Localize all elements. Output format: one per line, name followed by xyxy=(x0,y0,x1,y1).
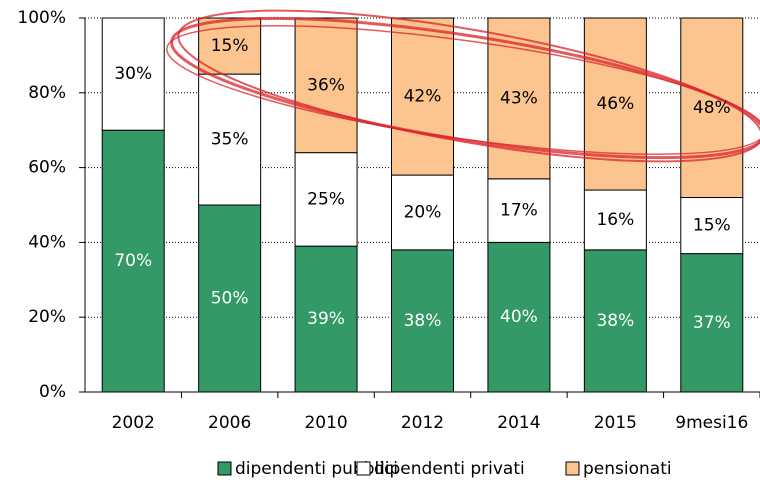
value-label: 42% xyxy=(404,87,442,107)
value-label: 70% xyxy=(114,251,152,271)
bar-segment xyxy=(680,17,744,199)
bar-segment xyxy=(101,129,165,393)
highlight-ellipse xyxy=(177,9,760,163)
value-label: 36% xyxy=(307,75,345,95)
value-label: 38% xyxy=(596,311,634,331)
bar-segment xyxy=(680,197,744,255)
value-label: 15% xyxy=(211,36,249,56)
y-tick-label: 80% xyxy=(28,83,66,103)
x-tick-label: 9mesi16 xyxy=(675,413,748,433)
value-label: 30% xyxy=(114,64,152,84)
value-label: 16% xyxy=(596,210,634,230)
value-label: 50% xyxy=(211,289,249,309)
bar-segment xyxy=(294,152,358,247)
bar-segment xyxy=(101,17,165,131)
bar-segment xyxy=(198,17,262,75)
legend-swatch xyxy=(217,461,232,476)
bar-segment xyxy=(487,241,551,393)
highlight-ellipse xyxy=(166,25,760,155)
x-tick-label: 2015 xyxy=(594,413,637,433)
bar-segment xyxy=(198,73,262,206)
value-label: 25% xyxy=(307,189,345,209)
x-tick-label: 2002 xyxy=(112,413,155,433)
y-tick-label: 40% xyxy=(28,232,66,252)
value-label: 48% xyxy=(693,98,731,118)
bars xyxy=(101,17,744,393)
y-tick-label: 20% xyxy=(28,307,66,327)
bar-segment xyxy=(583,189,647,251)
x-tick-label: 2010 xyxy=(304,413,347,433)
y-tick-label: 60% xyxy=(28,158,66,178)
value-label: 17% xyxy=(500,201,538,221)
legend-label: pensionati xyxy=(583,459,672,479)
x-tick-label: 2012 xyxy=(401,413,444,433)
x-tick-label: 2014 xyxy=(497,413,540,433)
value-label: 35% xyxy=(211,130,249,150)
value-label: 43% xyxy=(500,88,538,108)
bar-segment xyxy=(391,174,454,251)
legend-swatch xyxy=(356,461,371,476)
value-label: 37% xyxy=(693,313,731,333)
y-tick-label: 0% xyxy=(39,382,66,402)
value-label: 39% xyxy=(307,309,345,329)
legend-label: dipendenti privati xyxy=(374,459,525,479)
value-label: 46% xyxy=(596,94,634,114)
bar-segment xyxy=(391,17,454,176)
bar-segment xyxy=(294,17,358,154)
bar-segment xyxy=(487,178,551,243)
bar-segment xyxy=(680,253,744,393)
value-label: 40% xyxy=(500,307,538,327)
x-tick-label: 2006 xyxy=(208,413,251,433)
value-label: 38% xyxy=(404,311,442,331)
value-label: 15% xyxy=(693,216,731,236)
legend-swatch xyxy=(565,461,580,476)
y-tick-label: 100% xyxy=(17,8,66,28)
bar-segment xyxy=(294,245,358,393)
bar-segment xyxy=(583,249,647,393)
annotation-circle xyxy=(166,9,760,163)
value-label: 20% xyxy=(404,202,442,222)
